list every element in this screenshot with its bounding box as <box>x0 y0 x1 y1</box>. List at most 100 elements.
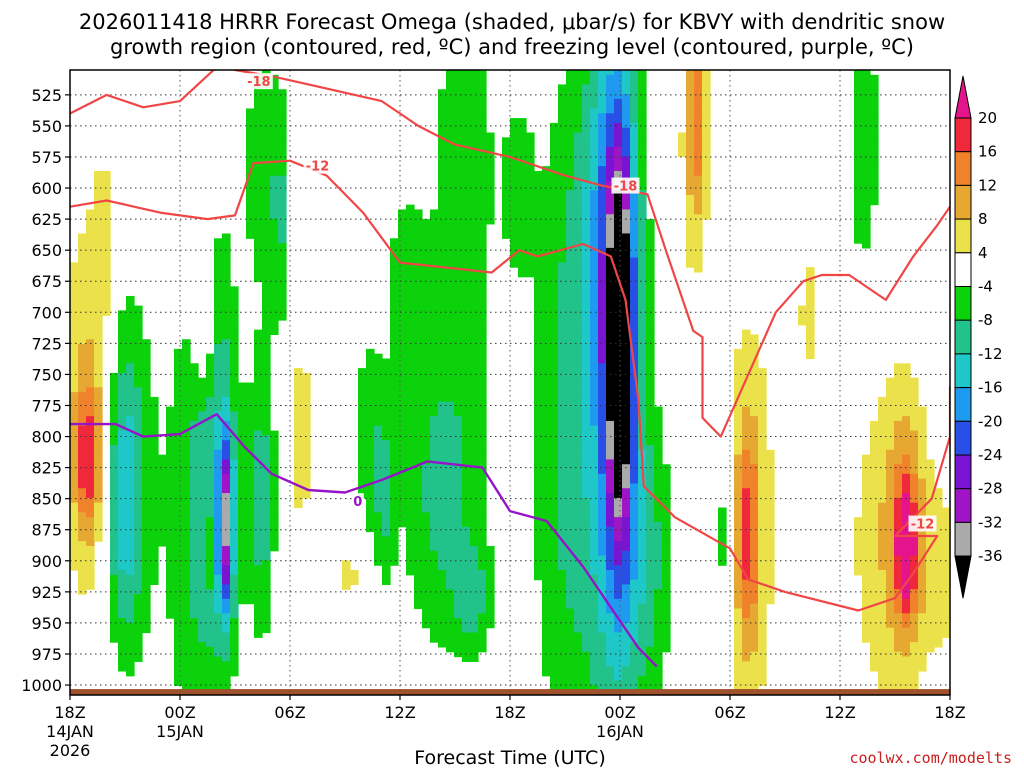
omega-cell <box>142 430 159 436</box>
omega-cell <box>590 175 599 182</box>
omega-cell <box>630 589 647 595</box>
omega-cell <box>214 507 223 513</box>
omega-cell <box>222 507 231 513</box>
omega-cell <box>582 84 599 90</box>
omega-cell <box>110 618 127 624</box>
colorbar-bin <box>954 488 972 523</box>
omega-cell <box>238 493 255 499</box>
omega-cell <box>582 454 599 461</box>
omega-cell <box>94 339 103 345</box>
omega-cell <box>606 252 631 259</box>
omega-cell <box>638 214 647 220</box>
omega-cell <box>558 526 591 533</box>
omega-cell <box>254 478 271 485</box>
omega-cell <box>558 358 583 364</box>
omega-cell <box>606 411 631 417</box>
omega-cell <box>862 512 879 518</box>
omega-cell <box>590 411 599 417</box>
omega-cell <box>430 521 463 528</box>
omega-cell <box>598 603 607 610</box>
omega-cell <box>630 401 639 408</box>
omega-cell <box>462 469 487 475</box>
omega-cell <box>118 353 151 360</box>
omega-cell <box>478 550 495 557</box>
omega-cell <box>78 579 95 586</box>
omega-cell <box>630 344 639 350</box>
omega-cell <box>734 541 743 547</box>
omega-cell <box>118 396 143 403</box>
omega-cell <box>134 464 143 470</box>
omega-cell <box>230 656 239 662</box>
omega-cell <box>590 401 599 408</box>
omega-cell <box>534 368 559 374</box>
omega-cell <box>94 483 103 489</box>
omega-cell <box>590 536 599 542</box>
omega-cell <box>118 420 127 427</box>
omega-cell <box>254 267 287 273</box>
omega-cell <box>926 536 950 542</box>
omega-cell <box>374 536 399 542</box>
omega-cell <box>886 579 895 586</box>
omega-cell <box>374 445 391 451</box>
omega-cell <box>262 70 271 76</box>
omega-cell <box>230 565 239 571</box>
omega-cell <box>110 464 119 470</box>
omega-cell <box>734 613 743 619</box>
omega-cell <box>534 392 559 398</box>
omega-cell <box>294 435 311 441</box>
omega-cell <box>406 541 431 547</box>
omega-cell <box>534 300 559 307</box>
omega-cell <box>590 195 599 201</box>
omega-cell <box>118 344 151 350</box>
omega-cell <box>542 584 567 590</box>
omega-cell <box>190 594 215 600</box>
omega-cell <box>542 608 575 614</box>
omega-cell <box>374 531 383 537</box>
omega-cell <box>390 286 487 292</box>
omega-cell <box>854 209 871 215</box>
omega-cell <box>886 584 895 590</box>
omega-cell <box>198 627 223 634</box>
omega-cell <box>630 271 639 278</box>
omega-cell <box>606 512 615 518</box>
omega-cell <box>230 541 239 547</box>
omega-cell <box>558 344 583 350</box>
omega-cell <box>222 493 231 499</box>
omega-cell <box>702 103 711 110</box>
omega-cell <box>646 570 663 576</box>
omega-cell <box>590 329 599 336</box>
omega-cell <box>910 425 927 432</box>
omega-cell <box>630 257 639 263</box>
omega-cell <box>590 382 599 388</box>
omega-cell <box>894 526 903 533</box>
omega-cell <box>78 411 95 417</box>
omega-cell <box>382 512 391 518</box>
omega-cell <box>398 219 495 225</box>
omega-cell <box>110 459 119 465</box>
omega-cell <box>454 594 487 600</box>
omega-cell <box>630 122 639 129</box>
omega-cell <box>582 416 591 422</box>
omega-cell <box>294 396 311 403</box>
omega-cell <box>94 512 103 518</box>
omega-cell <box>734 363 759 369</box>
omega-cell <box>454 613 479 619</box>
omega-cell <box>638 132 647 138</box>
omega-cell <box>454 406 487 412</box>
omega-cell <box>614 170 623 177</box>
omega-cell <box>758 440 767 446</box>
omega-cell <box>142 584 151 590</box>
omega-cell <box>166 594 191 600</box>
omega-cell <box>638 570 647 576</box>
omega-cell <box>614 425 631 432</box>
omega-cell <box>446 74 487 81</box>
omega-cell <box>622 560 631 566</box>
omega-cell <box>614 445 631 451</box>
omega-cell <box>598 531 607 537</box>
omega-cell <box>806 295 815 302</box>
omega-cell <box>878 541 895 547</box>
omega-cell <box>582 372 591 379</box>
omega-cell <box>606 247 631 254</box>
omega-cell <box>566 574 599 581</box>
omega-cell <box>638 286 647 292</box>
